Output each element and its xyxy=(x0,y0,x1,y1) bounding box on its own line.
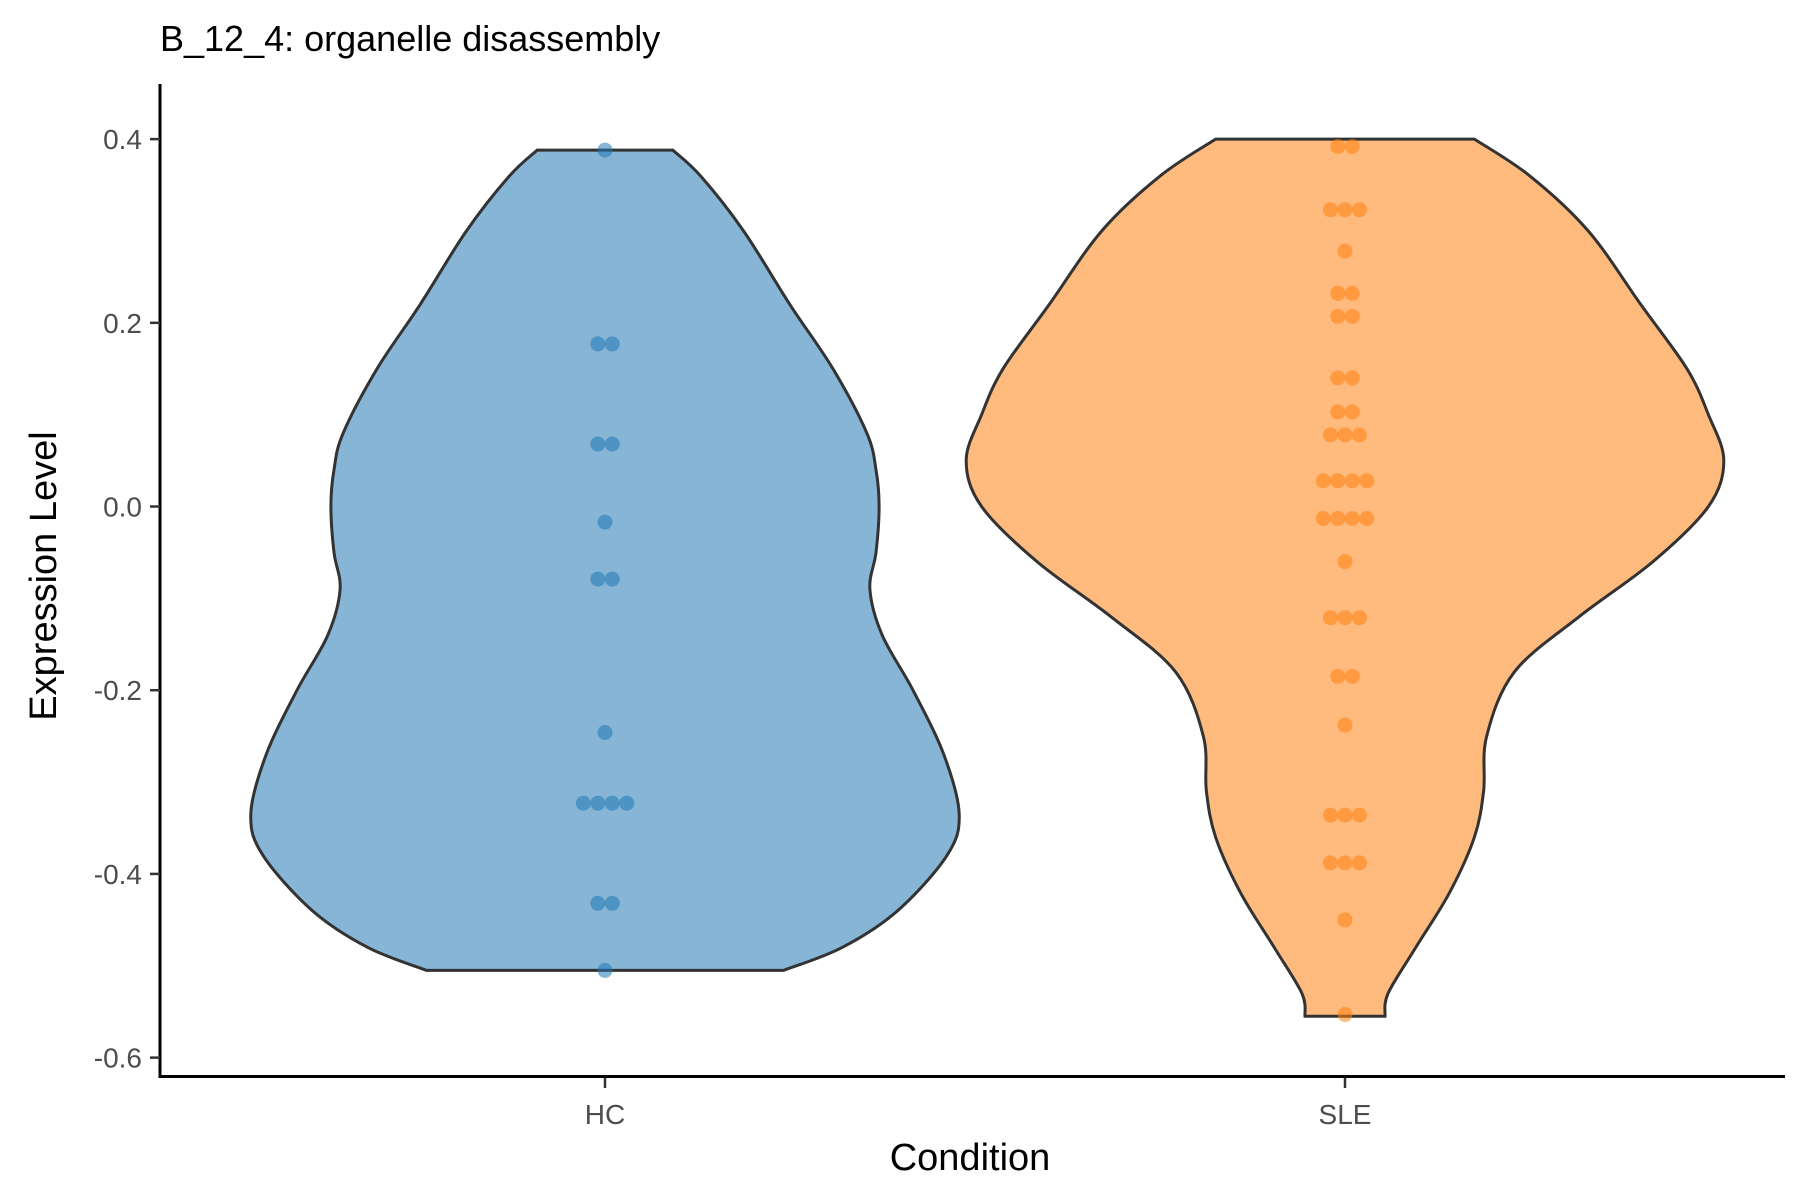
y-tick-label: -0.4 xyxy=(94,859,142,890)
data-point-sle xyxy=(1352,427,1367,442)
data-point-hc xyxy=(605,896,620,911)
data-point-sle xyxy=(1345,309,1360,324)
data-point-hc xyxy=(619,796,634,811)
data-point-hc xyxy=(598,725,613,740)
data-point-hc xyxy=(590,572,605,587)
data-point-sle xyxy=(1323,855,1338,870)
data-point-sle xyxy=(1338,202,1353,217)
data-point-sle xyxy=(1359,511,1374,526)
data-point-sle xyxy=(1323,427,1338,442)
data-point-sle xyxy=(1338,610,1353,625)
data-point-sle xyxy=(1359,473,1374,488)
y-tick-label: 0.0 xyxy=(103,492,142,523)
y-axis-title: Expression Level xyxy=(23,431,65,720)
data-point-sle xyxy=(1338,718,1353,733)
data-point-sle xyxy=(1338,808,1353,823)
data-point-hc xyxy=(605,796,620,811)
data-point-sle xyxy=(1316,511,1331,526)
y-tick-label: -0.6 xyxy=(94,1043,142,1074)
data-point-hc xyxy=(605,336,620,351)
data-point-sle xyxy=(1330,404,1345,419)
data-point-hc xyxy=(576,796,591,811)
data-point-sle xyxy=(1352,855,1367,870)
data-point-sle xyxy=(1338,244,1353,259)
data-point-sle xyxy=(1330,139,1345,154)
x-axis-title: Condition xyxy=(890,1137,1051,1179)
data-point-sle xyxy=(1330,309,1345,324)
data-point-sle xyxy=(1323,808,1338,823)
data-point-sle xyxy=(1345,473,1360,488)
data-point-sle xyxy=(1345,404,1360,419)
data-point-sle xyxy=(1352,202,1367,217)
data-point-sle xyxy=(1345,286,1360,301)
violin-chart: B_12_4: organelle disassembly 0.4 0.2 0.0 -… xyxy=(0,0,1800,1200)
x-tick-label-sle: SLE xyxy=(1319,1099,1372,1130)
data-point-hc xyxy=(590,336,605,351)
data-point-sle xyxy=(1345,511,1360,526)
data-point-sle xyxy=(1323,202,1338,217)
data-point-sle xyxy=(1338,1007,1353,1022)
data-point-sle xyxy=(1352,610,1367,625)
data-point-sle xyxy=(1330,370,1345,385)
data-point-sle xyxy=(1330,669,1345,684)
chart-title: B_12_4: organelle disassembly xyxy=(160,18,660,59)
data-point-sle xyxy=(1338,912,1353,927)
data-point-hc xyxy=(590,437,605,452)
data-point-hc xyxy=(605,572,620,587)
data-point-hc xyxy=(598,963,613,978)
data-point-sle xyxy=(1345,669,1360,684)
data-point-hc xyxy=(598,143,613,158)
y-tick-label: -0.2 xyxy=(94,675,142,706)
data-point-sle xyxy=(1338,855,1353,870)
x-tick-label-hc: HC xyxy=(585,1099,625,1130)
y-tick-label: 0.2 xyxy=(103,308,142,339)
data-point-sle xyxy=(1330,286,1345,301)
data-point-sle xyxy=(1338,554,1353,569)
data-point-sle xyxy=(1323,610,1338,625)
data-point-hc xyxy=(590,896,605,911)
y-tick-label: 0.4 xyxy=(103,124,142,155)
data-point-sle xyxy=(1316,473,1331,488)
data-point-sle xyxy=(1345,370,1360,385)
data-point-sle xyxy=(1345,139,1360,154)
data-point-sle xyxy=(1330,473,1345,488)
data-point-sle xyxy=(1352,808,1367,823)
data-point-hc xyxy=(598,515,613,530)
data-point-hc xyxy=(605,437,620,452)
data-point-sle xyxy=(1338,427,1353,442)
data-point-sle xyxy=(1330,511,1345,526)
data-point-hc xyxy=(590,796,605,811)
